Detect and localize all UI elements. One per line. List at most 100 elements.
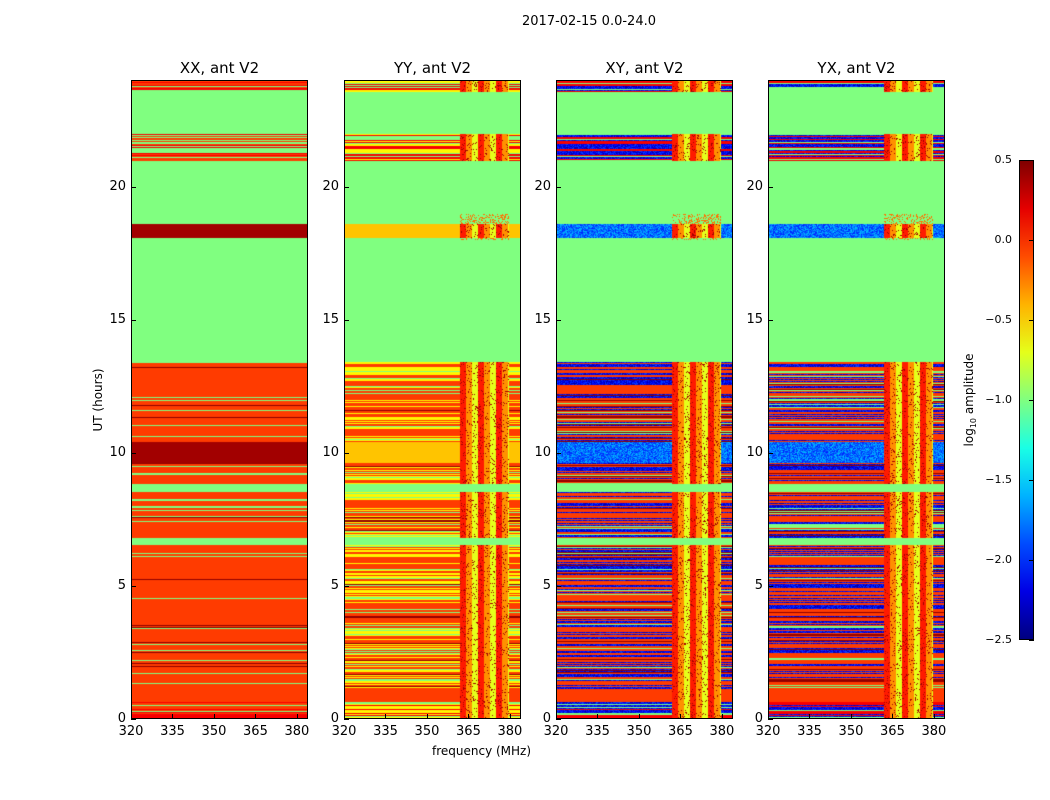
y-tick-mark [344,585,349,587]
y-tick-mark [768,319,773,321]
panel-title: XY, ant V2 [605,59,684,77]
x-tick-mark [680,714,682,719]
x-axis-label: frequency (MHz) [432,744,532,758]
x-tick-mark [296,714,298,719]
y-tick-label: 15 [109,311,126,327]
colorbar-label: log10 amplitude [962,354,978,447]
x-tick-label: 380 [709,724,735,739]
colorbar-label-sub: 10 [969,417,979,429]
x-tick-label: 380 [921,724,947,739]
panel-title: YX, ant V2 [817,59,896,77]
y-tick-mark [768,452,773,454]
colorbar-tick-label: −2.0 [985,553,1012,566]
x-tick-label: 335 [160,724,185,739]
colorbar-tick-label: −1.5 [985,473,1012,486]
x-tick-mark [468,714,470,719]
y-tick-label: 5 [330,577,339,593]
panel-title: XX, ant V2 [179,59,260,77]
y-tick-label: 15 [746,311,763,327]
x-tick-label: 335 [585,724,610,739]
x-tick-label: 350 [201,724,227,739]
heatmap-canvas [345,81,520,718]
y-tick-label: 20 [534,178,551,194]
y-tick-mark [344,186,349,188]
y-tick-label: 20 [109,178,126,194]
x-tick-mark [597,714,599,719]
y-tick-label: 5 [542,577,551,593]
heatmap-panel-1 [344,80,521,719]
x-tick-label: 380 [284,724,310,739]
x-tick-label: 350 [414,724,440,739]
x-tick-label: 350 [838,724,864,739]
colorbar-tick-mark [1029,240,1034,241]
y-tick-mark [768,186,773,188]
heatmap-panel-0 [131,80,308,719]
heatmap-panel-3 [768,80,945,719]
y-tick-label: 0 [117,711,126,726]
y-tick-mark [556,452,561,454]
y-tick-label: 10 [109,444,126,460]
y-tick-mark [344,452,349,454]
x-tick-mark [213,714,215,719]
x-tick-mark [933,714,935,719]
y-tick-mark [768,719,773,720]
figure-title: 2017-02-15 0.0-24.0 [522,14,656,29]
colorbar-tick-label: −1.0 [985,393,1012,406]
x-tick-mark [556,714,557,719]
y-tick-label: 10 [322,444,339,460]
y-tick-mark [131,186,136,188]
y-tick-label: 0 [542,711,551,726]
y-tick-mark [344,319,349,321]
y-tick-label: 20 [322,178,339,194]
heatmap-panel-2 [556,80,733,719]
x-tick-label: 335 [797,724,822,739]
colorbar-tick-label: 0.5 [994,153,1013,166]
y-tick-label: 0 [754,711,763,726]
y-tick-label: 5 [117,577,126,593]
colorbar-tick-mark [1029,400,1034,401]
x-tick-label: 365 [243,724,268,739]
y-tick-label: 10 [534,444,551,460]
x-tick-label: 365 [668,724,693,739]
x-tick-mark [768,714,769,719]
x-tick-label: 320 [543,724,569,739]
y-axis-label: UT (hours) [91,368,105,432]
y-tick-label: 5 [754,577,763,593]
colorbar-tick-mark [1029,640,1034,641]
x-tick-label: 320 [755,724,781,739]
colorbar-tick-label: −0.5 [985,313,1012,326]
y-tick-label: 20 [746,178,763,194]
x-tick-mark [131,714,132,719]
x-tick-mark [892,714,894,719]
colorbar-tick-label: 0.0 [994,233,1013,246]
y-tick-mark [131,585,136,587]
x-tick-label: 320 [331,724,357,739]
colorbar-label-rest: amplitude [961,353,976,418]
y-tick-mark [768,585,773,587]
colorbar-tick-mark [1029,560,1034,561]
x-tick-mark [172,714,174,719]
y-tick-label: 15 [534,311,551,327]
y-tick-mark [556,319,561,321]
x-tick-mark [638,714,640,719]
x-tick-label: 335 [373,724,398,739]
colorbar-label-log: log [961,428,976,447]
y-tick-label: 0 [330,711,339,726]
x-tick-mark [344,714,345,719]
y-tick-mark [131,319,136,321]
y-tick-mark [344,719,349,720]
heatmap-canvas [132,81,307,718]
colorbar-tick-mark [1029,480,1034,481]
x-tick-mark [385,714,387,719]
panel-title: YY, ant V2 [393,59,471,77]
colorbar-tick-label: −2.5 [985,633,1012,646]
x-tick-label: 350 [626,724,652,739]
x-tick-label: 380 [497,724,523,739]
heatmap-canvas [557,81,732,718]
x-tick-label: 365 [880,724,905,739]
y-tick-mark [556,186,561,188]
x-tick-mark [255,714,257,719]
x-tick-mark [721,714,723,719]
x-tick-label: 320 [118,724,144,739]
